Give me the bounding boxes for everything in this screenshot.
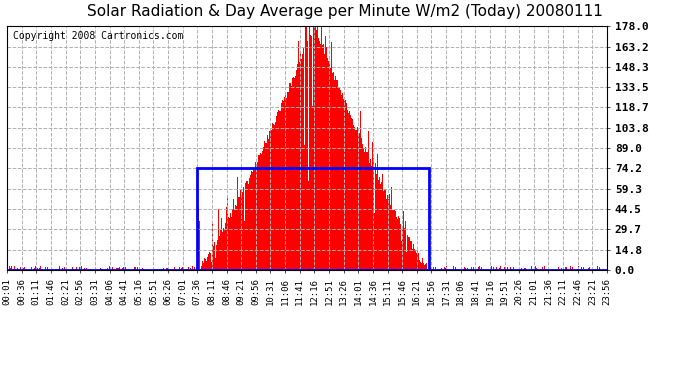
Text: Solar Radiation & Day Average per Minute W/m2 (Today) 20080111: Solar Radiation & Day Average per Minute… — [87, 4, 603, 19]
Text: Copyright 2008 Cartronics.com: Copyright 2008 Cartronics.com — [13, 31, 184, 41]
Bar — [197, 168, 429, 270]
